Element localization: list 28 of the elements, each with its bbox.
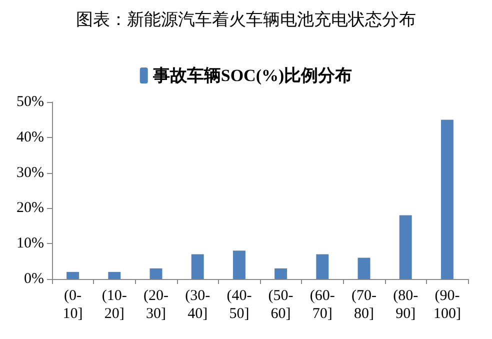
y-tick-label: 0% <box>24 271 44 287</box>
y-tick-label: 30% <box>16 164 44 181</box>
x-tick-label: (50- 60] <box>268 288 294 322</box>
x-tick-label: (30- 40] <box>185 288 210 322</box>
bar <box>316 254 329 279</box>
x-tick-label: (90- 100] <box>433 288 461 322</box>
bar <box>191 254 204 279</box>
x-tick-label: (0- 10] <box>62 288 83 322</box>
bar <box>440 120 454 279</box>
chart-title: 图表：新能源汽车着火车辆电池充电状态分布 <box>76 10 416 29</box>
y-tick-label: 20% <box>16 200 44 216</box>
bar <box>150 268 162 279</box>
bar <box>66 272 80 279</box>
y-tick-label: 40% <box>16 129 44 146</box>
x-tick-label: (20- 30] <box>144 288 168 322</box>
y-tick-label: 10% <box>16 236 44 252</box>
x-tick-label: (40- 50] <box>226 288 252 322</box>
x-tick-label: (10- 20] <box>102 288 127 322</box>
bar <box>108 272 121 279</box>
y-tick-label: 50% <box>16 94 44 110</box>
legend-label: 事故车辆SOC(%)比例分布 <box>152 66 352 85</box>
bar <box>232 250 246 279</box>
x-tick-label: (80- 90] <box>393 288 418 322</box>
bar <box>358 258 370 279</box>
bar <box>274 268 288 279</box>
x-tick-label: (70- 80] <box>352 288 376 322</box>
x-tick-label: (60- 70] <box>310 288 335 322</box>
bar <box>399 215 412 279</box>
